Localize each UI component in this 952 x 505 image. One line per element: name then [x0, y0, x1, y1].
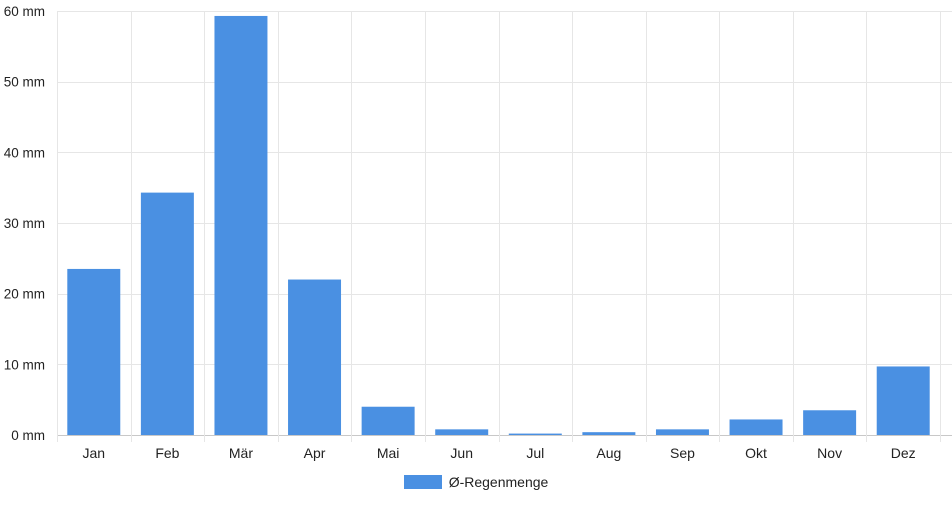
bar[interactable]: [876, 366, 930, 435]
bar[interactable]: [435, 429, 489, 435]
x-tick-label: Feb: [155, 445, 179, 461]
x-tick-label: Sep: [670, 445, 695, 461]
x-tick-label: Jun: [450, 445, 473, 461]
y-tick-label: 20 mm: [4, 287, 45, 302]
x-tick-label: Jul: [526, 445, 544, 461]
x-tick-label: Dez: [891, 445, 916, 461]
x-tick-label: Apr: [304, 445, 326, 461]
y-tick-label: 60 mm: [4, 4, 45, 19]
bar[interactable]: [288, 279, 342, 435]
bar[interactable]: [582, 432, 636, 435]
x-tick-label: Okt: [745, 445, 767, 461]
bar[interactable]: [361, 406, 415, 435]
bar[interactable]: [140, 192, 194, 435]
bar[interactable]: [214, 15, 268, 436]
y-tick-label: 0 mm: [11, 428, 45, 443]
y-tick-label: 10 mm: [4, 357, 45, 372]
bar[interactable]: [729, 419, 783, 435]
y-tick-label: 50 mm: [4, 75, 45, 90]
x-tick-label: Mai: [377, 445, 400, 461]
bar[interactable]: [803, 410, 857, 435]
chart-legend[interactable]: Ø-Regenmenge: [0, 472, 952, 492]
x-tick-label: Aug: [596, 445, 621, 461]
bar[interactable]: [655, 429, 709, 435]
x-tick-label: Jan: [83, 445, 106, 461]
y-tick-label: 30 mm: [4, 216, 45, 231]
bar[interactable]: [67, 268, 121, 435]
legend-swatch: [403, 475, 442, 489]
bar[interactable]: [508, 433, 562, 435]
legend-label: Ø-Regenmenge: [448, 474, 549, 490]
y-tick-label: 40 mm: [4, 145, 45, 160]
x-tick-label: Nov: [817, 445, 842, 461]
x-tick-label: Mär: [229, 445, 253, 461]
